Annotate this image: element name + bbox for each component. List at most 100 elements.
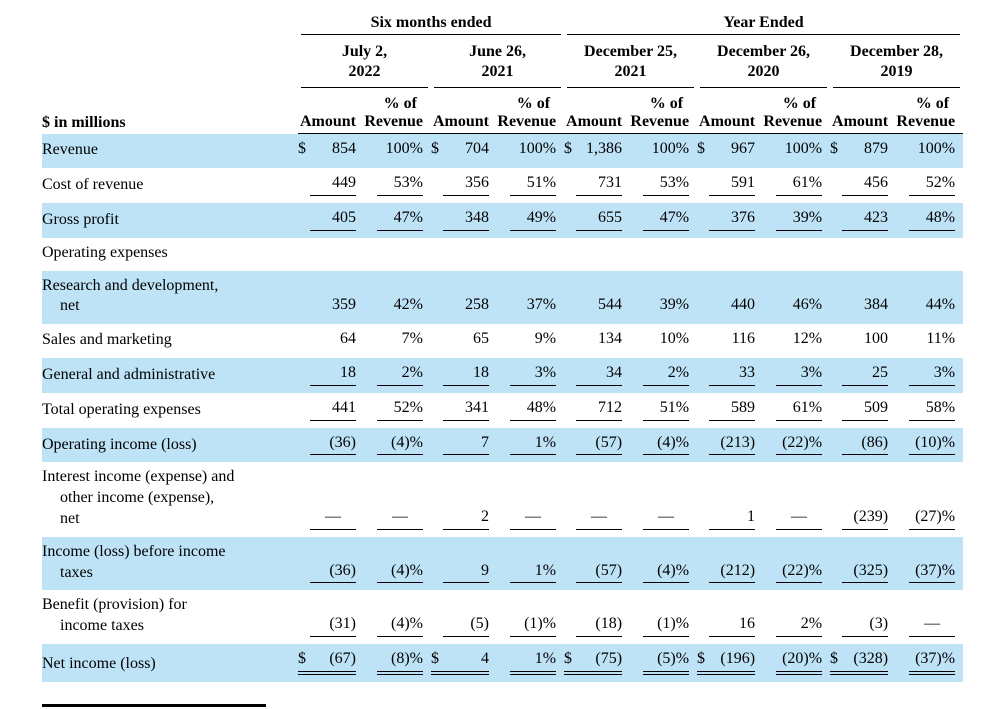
amount-cell: 356 — [431, 168, 497, 203]
cell-value: (328) — [853, 649, 889, 667]
percent-cell: (4)% — [364, 537, 431, 591]
cell-value: — — [776, 507, 823, 530]
header-spacer — [830, 88, 896, 113]
row-label-line: Research and development, — [42, 276, 219, 294]
period-title: July 2, 2022 — [301, 35, 428, 88]
amount-cell: (239) — [830, 462, 896, 536]
amount-cell: 16 — [697, 590, 763, 644]
cell-value: 359 — [332, 296, 356, 314]
cell-value: 134 — [598, 330, 623, 348]
amount-cell: 25 — [830, 358, 896, 393]
pct-of-row: % of % of % of % of % of — [42, 88, 963, 113]
cell-value: (22)% — [776, 561, 823, 584]
amount-cell — [431, 238, 497, 271]
cell-value: 46% — [792, 296, 823, 314]
table-body: Revenue $854 100% $704 100% $1,386 100% $967 100… — [42, 133, 964, 682]
cell-value: — — [576, 507, 623, 530]
amount-cell — [697, 238, 763, 271]
amount-cell: 18 — [298, 358, 364, 393]
amount-cell — [830, 238, 896, 271]
cell-value: (36) — [310, 561, 356, 584]
percent-cell: 9% — [497, 324, 564, 358]
amount-cell: (36) — [298, 428, 364, 463]
cell-value: 509 — [842, 398, 889, 421]
cell-value: 39% — [776, 208, 823, 231]
percent-cell: 11% — [896, 324, 963, 358]
row-label-line: Sales and marketing — [42, 331, 172, 349]
row-label-line: General and administrative — [42, 365, 216, 383]
percent-cell: (8)% — [364, 644, 431, 682]
period-line2: 2021 — [614, 63, 647, 80]
percent-cell: 39% — [763, 203, 830, 238]
percent-cell: 3% — [497, 358, 564, 393]
row-label-line: Revenue — [42, 141, 98, 159]
amount-cell: 509 — [830, 393, 896, 428]
cell-value: 441 — [310, 398, 356, 421]
group-title: Six months ended — [301, 12, 562, 35]
period-header-row: July 2, 2022 June 26, 2021 December 25, 202… — [42, 35, 963, 88]
amount-cell: 18 — [431, 358, 497, 393]
period-header-dec-2020: December 26, 2020 — [697, 35, 830, 88]
amount-cell: 258 — [431, 271, 497, 325]
row-label-line: Income (loss) before income — [42, 542, 226, 560]
header-spacer — [42, 88, 298, 113]
cell-value: 1% — [510, 433, 557, 456]
cell-value: 12% — [792, 330, 823, 348]
amount-cell: 9 — [431, 537, 497, 591]
percent-cell: 100% — [763, 134, 830, 168]
amount-cell: (3) — [830, 590, 896, 644]
percent-cell: 53% — [630, 168, 697, 203]
cell-value: 440 — [731, 296, 756, 314]
table-row: Operating expenses — [42, 238, 963, 271]
percent-cell: 1% — [497, 537, 564, 591]
revenue-pct-header: Revenue — [763, 113, 831, 135]
period-title: December 28, 2019 — [833, 35, 961, 88]
row-label-line: taxes — [60, 563, 93, 581]
cell-value: — — [510, 507, 557, 530]
cell-value: 44% — [925, 296, 956, 314]
row-label-line: Operating income (loss) — [42, 435, 197, 453]
dollar-sign: $ — [298, 140, 306, 158]
percent-cell: 48% — [896, 203, 963, 238]
percent-cell: — — [630, 462, 697, 536]
cell-value: 2% — [643, 363, 690, 386]
cell-value: (239) — [842, 507, 889, 530]
period-title: December 25, 2021 — [567, 35, 695, 88]
cell-value: (20)% — [776, 649, 823, 675]
cell-value: 7 — [443, 433, 489, 456]
percent-cell: 100% — [896, 134, 963, 168]
percent-cell: (10)% — [896, 428, 963, 463]
dollar-sign: $ — [830, 140, 839, 158]
cell-value: 405 — [310, 208, 356, 231]
cell-value: (75) — [595, 649, 623, 667]
percent-cell: 3% — [763, 358, 830, 393]
cell-value: 53% — [377, 173, 423, 196]
units-label: $ in millions — [42, 113, 126, 131]
cell-value: 544 — [598, 296, 623, 314]
group-header-row: Six months ended Year Ended — [42, 12, 963, 35]
cell-value: 51% — [643, 398, 690, 421]
amount-cell: 405 — [298, 203, 364, 238]
amount-cell: 440 — [697, 271, 763, 325]
amount-cell: — — [564, 462, 630, 536]
percent-cell: 47% — [630, 203, 697, 238]
percent-cell: 3% — [896, 358, 963, 393]
row-label: Research and development, net — [42, 271, 298, 325]
row-label: Benefit (provision) for income taxes — [42, 590, 298, 644]
amount-cell: 589 — [697, 393, 763, 428]
table-row: Operating income (loss) (36) (4)% 7 1% (57) (4… — [42, 427, 964, 463]
period-header-jun-2021: June 26, 2021 — [431, 35, 564, 88]
percent-cell: (22)% — [763, 537, 830, 591]
cell-value: 712 — [576, 398, 623, 421]
percent-cell: 42% — [364, 271, 431, 325]
cell-value: 456 — [842, 173, 889, 196]
cell-value: 53% — [643, 173, 690, 196]
cell-value: 100 — [864, 330, 889, 348]
row-label-line: Interest income (expense) and — [42, 468, 235, 486]
amount-cell: $ (75) — [564, 644, 630, 682]
row-label-line: income taxes — [60, 617, 144, 635]
cell-value: 47% — [377, 208, 423, 231]
cell-value: 49% — [510, 208, 557, 231]
row-label: Cost of revenue — [42, 168, 298, 203]
amount-cell: 33 — [697, 358, 763, 393]
